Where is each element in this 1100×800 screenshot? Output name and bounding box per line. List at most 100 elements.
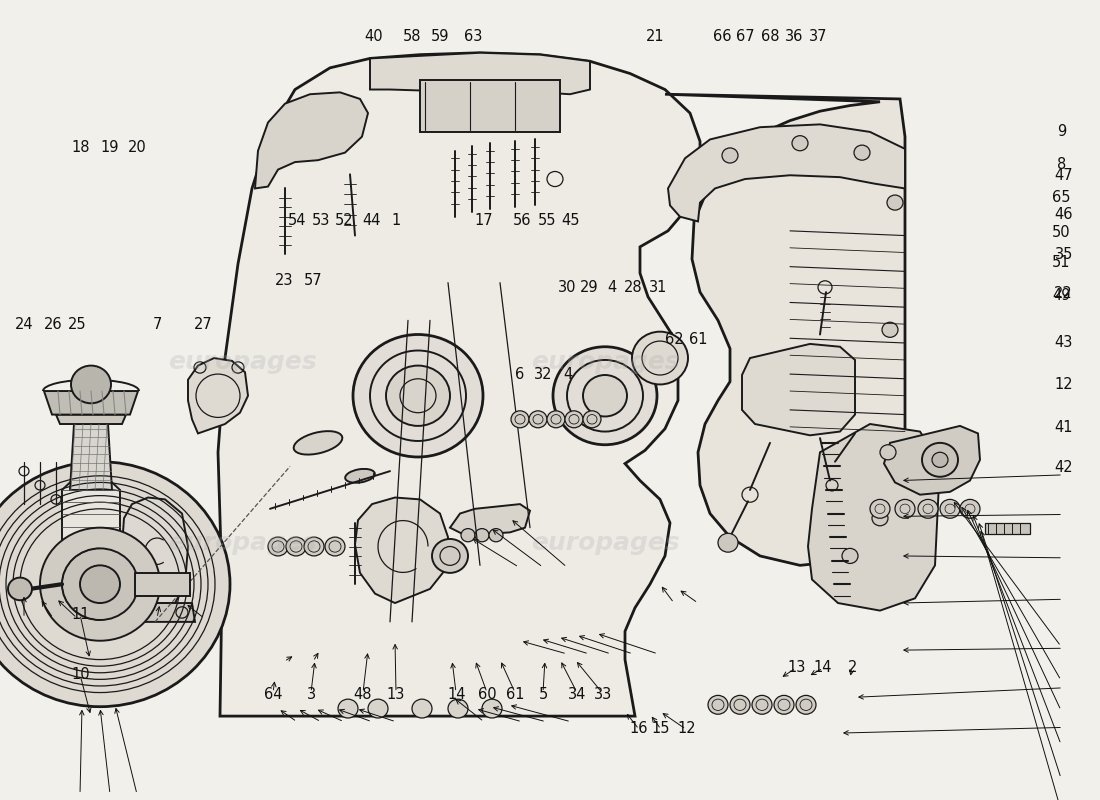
Circle shape <box>286 537 306 556</box>
Circle shape <box>553 346 657 445</box>
Polygon shape <box>668 124 905 222</box>
Text: 40: 40 <box>365 29 383 44</box>
Circle shape <box>461 529 475 542</box>
Circle shape <box>62 548 138 620</box>
Circle shape <box>632 332 688 385</box>
Text: europages: europages <box>530 530 680 554</box>
Text: 65: 65 <box>1053 190 1070 205</box>
Circle shape <box>792 136 808 150</box>
Bar <box>420 80 560 132</box>
Text: 12: 12 <box>678 722 695 737</box>
Bar <box>135 573 190 595</box>
Polygon shape <box>355 498 448 603</box>
Text: 43: 43 <box>1055 335 1072 350</box>
Polygon shape <box>188 358 248 434</box>
Text: 53: 53 <box>312 214 330 228</box>
Text: 18: 18 <box>72 140 89 155</box>
Bar <box>984 523 1030 534</box>
Circle shape <box>490 529 503 542</box>
Polygon shape <box>370 53 590 94</box>
Polygon shape <box>70 424 112 490</box>
Polygon shape <box>44 391 138 414</box>
Text: 41: 41 <box>1055 420 1072 435</box>
Text: 35: 35 <box>1055 247 1072 262</box>
Ellipse shape <box>345 469 375 482</box>
Circle shape <box>512 411 529 428</box>
Polygon shape <box>255 92 368 189</box>
Circle shape <box>583 375 627 417</box>
Text: 66: 66 <box>714 29 732 44</box>
Text: 45: 45 <box>562 214 580 228</box>
Circle shape <box>482 699 502 718</box>
Text: 17: 17 <box>475 214 493 228</box>
Polygon shape <box>666 94 905 566</box>
Polygon shape <box>62 481 120 584</box>
Circle shape <box>940 499 960 518</box>
Text: 42: 42 <box>1055 460 1072 475</box>
Text: 58: 58 <box>404 29 421 44</box>
Text: 36: 36 <box>785 29 803 44</box>
Text: 24: 24 <box>15 317 33 332</box>
Text: 19: 19 <box>101 140 119 155</box>
Circle shape <box>895 499 915 518</box>
Text: 68: 68 <box>761 29 779 44</box>
Text: 20: 20 <box>128 140 147 155</box>
Text: 26: 26 <box>44 317 62 332</box>
Polygon shape <box>116 603 195 622</box>
Text: 67: 67 <box>737 29 755 44</box>
Circle shape <box>922 443 958 477</box>
Polygon shape <box>742 344 855 435</box>
Circle shape <box>448 699 468 718</box>
Circle shape <box>872 510 888 526</box>
Text: 51: 51 <box>1053 255 1070 270</box>
Text: 4: 4 <box>607 281 616 295</box>
Text: 8: 8 <box>1057 157 1066 172</box>
Circle shape <box>353 334 483 457</box>
Text: 16: 16 <box>630 722 648 737</box>
Circle shape <box>880 445 896 460</box>
Polygon shape <box>56 414 126 424</box>
Text: 50: 50 <box>1053 225 1070 240</box>
Text: 11: 11 <box>72 607 89 622</box>
Text: 52: 52 <box>336 214 353 228</box>
Text: 27: 27 <box>194 317 213 332</box>
Text: 31: 31 <box>649 281 667 295</box>
Circle shape <box>932 452 948 467</box>
Circle shape <box>432 539 468 573</box>
Text: 57: 57 <box>305 273 322 288</box>
Circle shape <box>718 534 738 552</box>
Ellipse shape <box>294 431 342 454</box>
Text: 29: 29 <box>581 281 598 295</box>
Circle shape <box>547 411 565 428</box>
Circle shape <box>854 145 870 160</box>
Text: 59: 59 <box>431 29 449 44</box>
Text: 7: 7 <box>153 317 162 332</box>
Circle shape <box>796 695 816 714</box>
Text: 6: 6 <box>515 367 524 382</box>
Circle shape <box>40 528 159 641</box>
Circle shape <box>412 699 432 718</box>
Circle shape <box>72 366 111 403</box>
Text: 63: 63 <box>464 29 482 44</box>
Text: 28: 28 <box>625 281 642 295</box>
Text: 48: 48 <box>354 686 372 702</box>
Text: 54: 54 <box>288 214 306 228</box>
Text: 4: 4 <box>563 367 572 382</box>
Text: 13: 13 <box>788 660 805 675</box>
Circle shape <box>386 366 450 426</box>
Text: 10: 10 <box>72 667 89 682</box>
Text: 21: 21 <box>647 29 664 44</box>
Text: 47: 47 <box>1055 168 1072 183</box>
Text: 12: 12 <box>1055 377 1072 392</box>
Text: 5: 5 <box>539 686 548 702</box>
Text: europages: europages <box>167 350 317 374</box>
Polygon shape <box>218 53 700 716</box>
Circle shape <box>338 699 358 718</box>
Circle shape <box>529 411 547 428</box>
Text: 3: 3 <box>307 686 316 702</box>
Text: 13: 13 <box>387 686 405 702</box>
Text: 33: 33 <box>594 686 612 702</box>
Text: 49: 49 <box>1053 288 1070 303</box>
Text: 2: 2 <box>848 660 857 675</box>
Text: 37: 37 <box>810 29 827 44</box>
